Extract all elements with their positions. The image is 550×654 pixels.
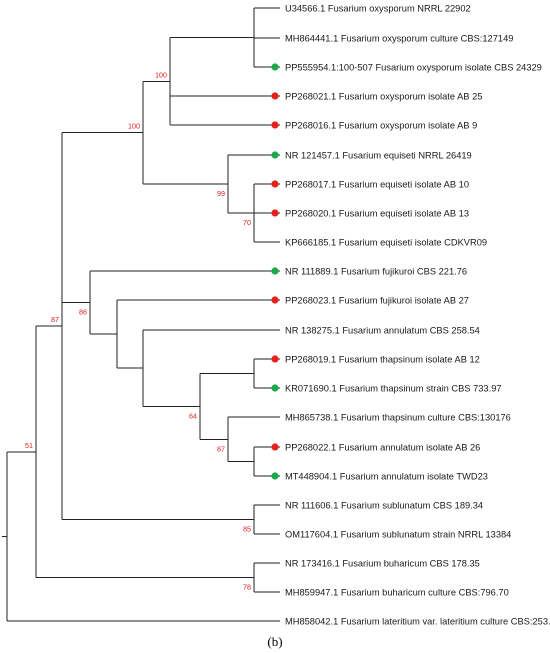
taxon-label: NR 111889.1 Fusarium fujikuroi CBS 221.7… <box>285 266 467 276</box>
bootstrap-value: 100 <box>155 70 167 79</box>
red-marker-icon <box>271 296 279 304</box>
taxon-label: PP268023.1 Fusarium fujikuroi isolate AB… <box>285 295 469 305</box>
bootstrap-value: 70 <box>243 218 251 227</box>
bootstrap-value: 78 <box>243 583 251 592</box>
taxon-label: PP268017.1 Fusarium equiseti isolate AB … <box>285 179 469 189</box>
taxon-label: NR 121457.1 Fusarium equiseti NRRL 26419 <box>285 150 472 160</box>
green-marker-icon <box>271 63 279 71</box>
bootstrap-value: 99 <box>217 189 225 198</box>
bootstrap-value: 87 <box>51 315 59 324</box>
taxon-label: NR 138275.1 Fusarium annulatum CBS 258.5… <box>285 325 480 335</box>
red-marker-icon <box>271 180 279 188</box>
green-marker-icon <box>271 151 279 159</box>
taxon-label: PP268021.1 Fusarium oxysporum isolate AB… <box>285 91 482 101</box>
taxon-label: MH858042.1 Fusarium lateritium var. late… <box>285 616 550 626</box>
red-marker-icon <box>271 209 279 217</box>
bootstrap-value: 86 <box>79 308 87 317</box>
taxon-label: OM117604.1 Fusarium sublunatum strain NR… <box>285 529 511 539</box>
taxon-label: PP268019.1 Fusarium thapsinum isolate AB… <box>285 354 480 364</box>
red-marker-icon <box>271 443 279 451</box>
taxon-label: PP268016.1 Fusarium oxysporum isolate AB… <box>285 120 477 130</box>
green-marker-icon <box>271 267 279 275</box>
taxon-label: MT448904.1 Fusarium annulatum isolate TW… <box>285 471 488 481</box>
bootstrap-value: 100 <box>128 122 140 131</box>
taxon-label: PP268020.1 Fusarium equiseti isolate AB … <box>285 208 469 218</box>
taxon-label: KP666185.1 Fusarium equiseti isolate CDK… <box>285 237 487 247</box>
taxon-label: PP268022.1 Fusarium annulatum isolate AB… <box>285 442 480 452</box>
green-marker-icon <box>271 384 279 392</box>
taxon-label: NR 173416.1 Fusarium buharicum CBS 178.3… <box>285 558 480 568</box>
green-marker-icon <box>271 472 279 480</box>
bootstrap-value: 64 <box>189 411 197 420</box>
phylogenetic-tree: 51 78 87 85 100 100 99 70 86 64 87 U34566.1 Fusariu… <box>2 3 550 626</box>
figure-caption: (b) <box>267 634 283 649</box>
taxon-label: MH865738.1 Fusarium thapsinum culture CB… <box>285 412 511 422</box>
taxon-label: MH859947.1 Fusarium buharicum culture CB… <box>285 587 509 597</box>
taxon-label: PP555954.1:100-507 Fusarium oxysporum is… <box>285 62 542 72</box>
red-marker-icon <box>271 121 279 129</box>
bootstrap-value: 51 <box>25 441 33 450</box>
taxon-label: KR071690.1 Fusarium thapsinum strain CBS… <box>285 383 502 393</box>
taxon-label: MH864441.1 Fusarium oxysporum culture CB… <box>285 33 513 43</box>
bootstrap-value: 87 <box>217 444 225 453</box>
bootstrap-value: 85 <box>243 525 251 534</box>
red-marker-icon <box>271 92 279 100</box>
red-marker-icon <box>271 355 279 363</box>
taxon-label: U34566.1 Fusarium oxysporum NRRL 22902 <box>285 3 471 13</box>
taxon-label: NR 111606.1 Fusarium sublunatum CBS 189.… <box>285 500 483 510</box>
